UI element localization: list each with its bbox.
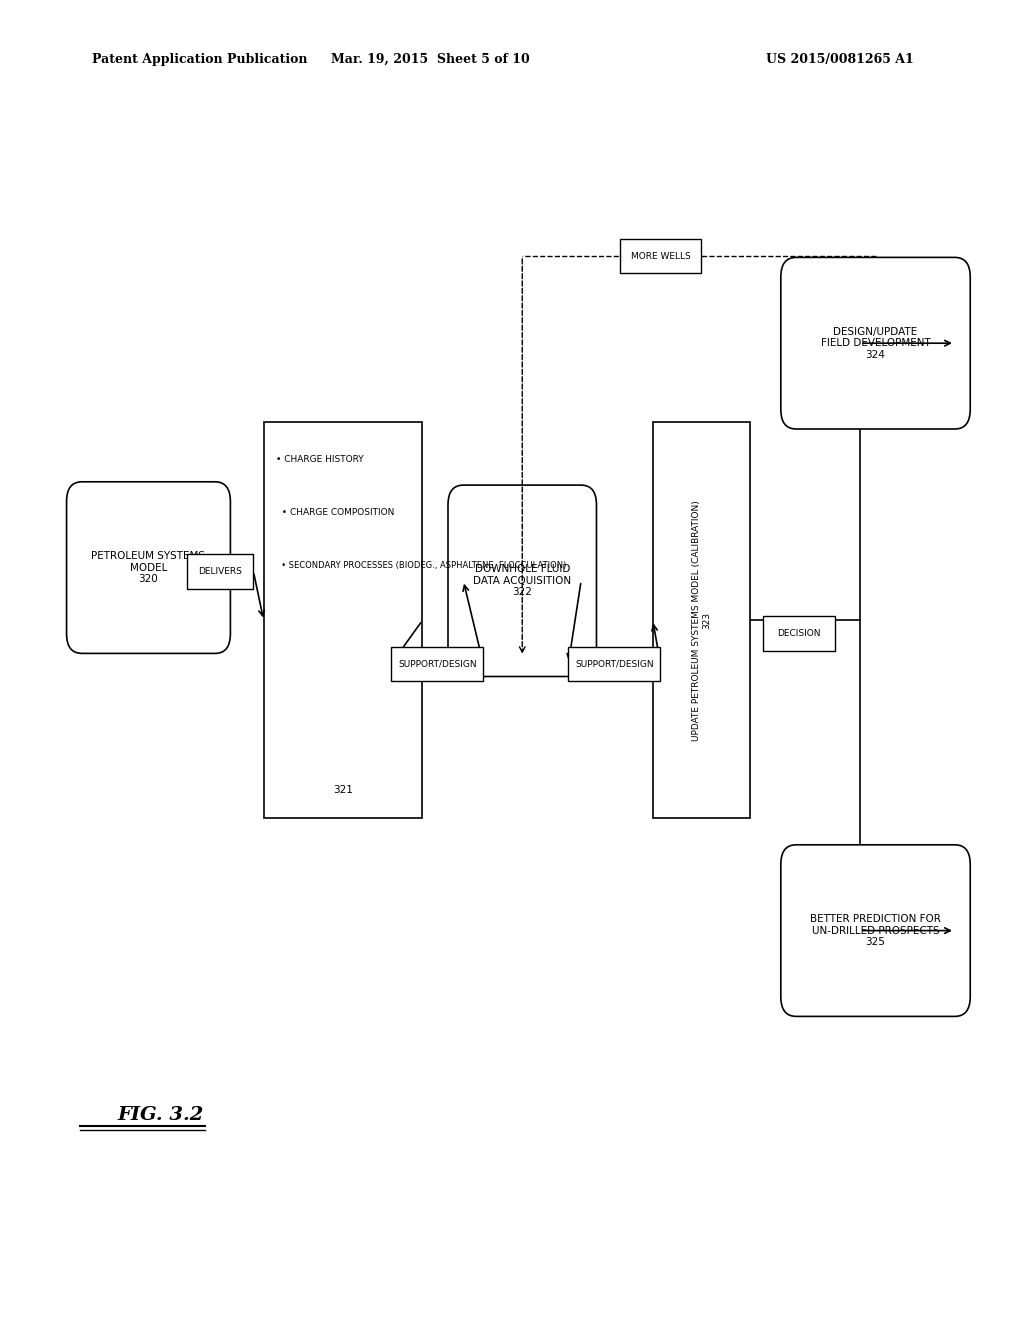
- Bar: [391, 647, 483, 681]
- FancyBboxPatch shape: [449, 484, 596, 676]
- Bar: [264, 422, 422, 818]
- Text: SUPPORT/DESIGN: SUPPORT/DESIGN: [575, 660, 653, 668]
- Text: DESIGN/UPDATE
FIELD DEVELOPMENT
324: DESIGN/UPDATE FIELD DEVELOPMENT 324: [820, 326, 931, 360]
- Text: MORE WELLS: MORE WELLS: [631, 252, 690, 260]
- Bar: [620, 239, 701, 273]
- Text: BETTER PREDICTION FOR
UN-DRILLED PROSPECTS
325: BETTER PREDICTION FOR UN-DRILLED PROSPEC…: [810, 913, 941, 948]
- Text: • SECONDARY PROCESSES (BIODEG., ASPHALTENE, FLOCCULATION): • SECONDARY PROCESSES (BIODEG., ASPHALTE…: [276, 561, 566, 570]
- Text: DELIVERS: DELIVERS: [199, 568, 242, 576]
- Bar: [653, 422, 750, 818]
- Text: UPDATE PETROLEUM SYSTEMS MODEL (CALIBRATION)
323: UPDATE PETROLEUM SYSTEMS MODEL (CALIBRAT…: [692, 500, 711, 741]
- FancyBboxPatch shape: [780, 845, 971, 1016]
- Text: 321: 321: [333, 784, 353, 795]
- Text: FIG. 3.2: FIG. 3.2: [118, 1106, 204, 1125]
- Text: PETROLEUM SYSTEMS
MODEL
320: PETROLEUM SYSTEMS MODEL 320: [91, 550, 206, 585]
- Text: Patent Application Publication: Patent Application Publication: [92, 53, 307, 66]
- Text: DOWNHOLE FLUID
DATA ACQUISITION
322: DOWNHOLE FLUID DATA ACQUISITION 322: [473, 564, 571, 598]
- Text: Mar. 19, 2015  Sheet 5 of 10: Mar. 19, 2015 Sheet 5 of 10: [331, 53, 529, 66]
- Bar: [186, 554, 254, 589]
- Bar: [763, 616, 835, 651]
- FancyBboxPatch shape: [67, 482, 230, 653]
- Text: DECISION: DECISION: [777, 630, 820, 638]
- Text: • CHARGE HISTORY: • CHARGE HISTORY: [276, 455, 364, 465]
- Text: SUPPORT/DESIGN: SUPPORT/DESIGN: [398, 660, 476, 668]
- FancyBboxPatch shape: [780, 257, 971, 429]
- Text: • CHARGE COMPOSITION: • CHARGE COMPOSITION: [276, 508, 394, 517]
- Bar: [568, 647, 660, 681]
- Text: US 2015/0081265 A1: US 2015/0081265 A1: [766, 53, 913, 66]
